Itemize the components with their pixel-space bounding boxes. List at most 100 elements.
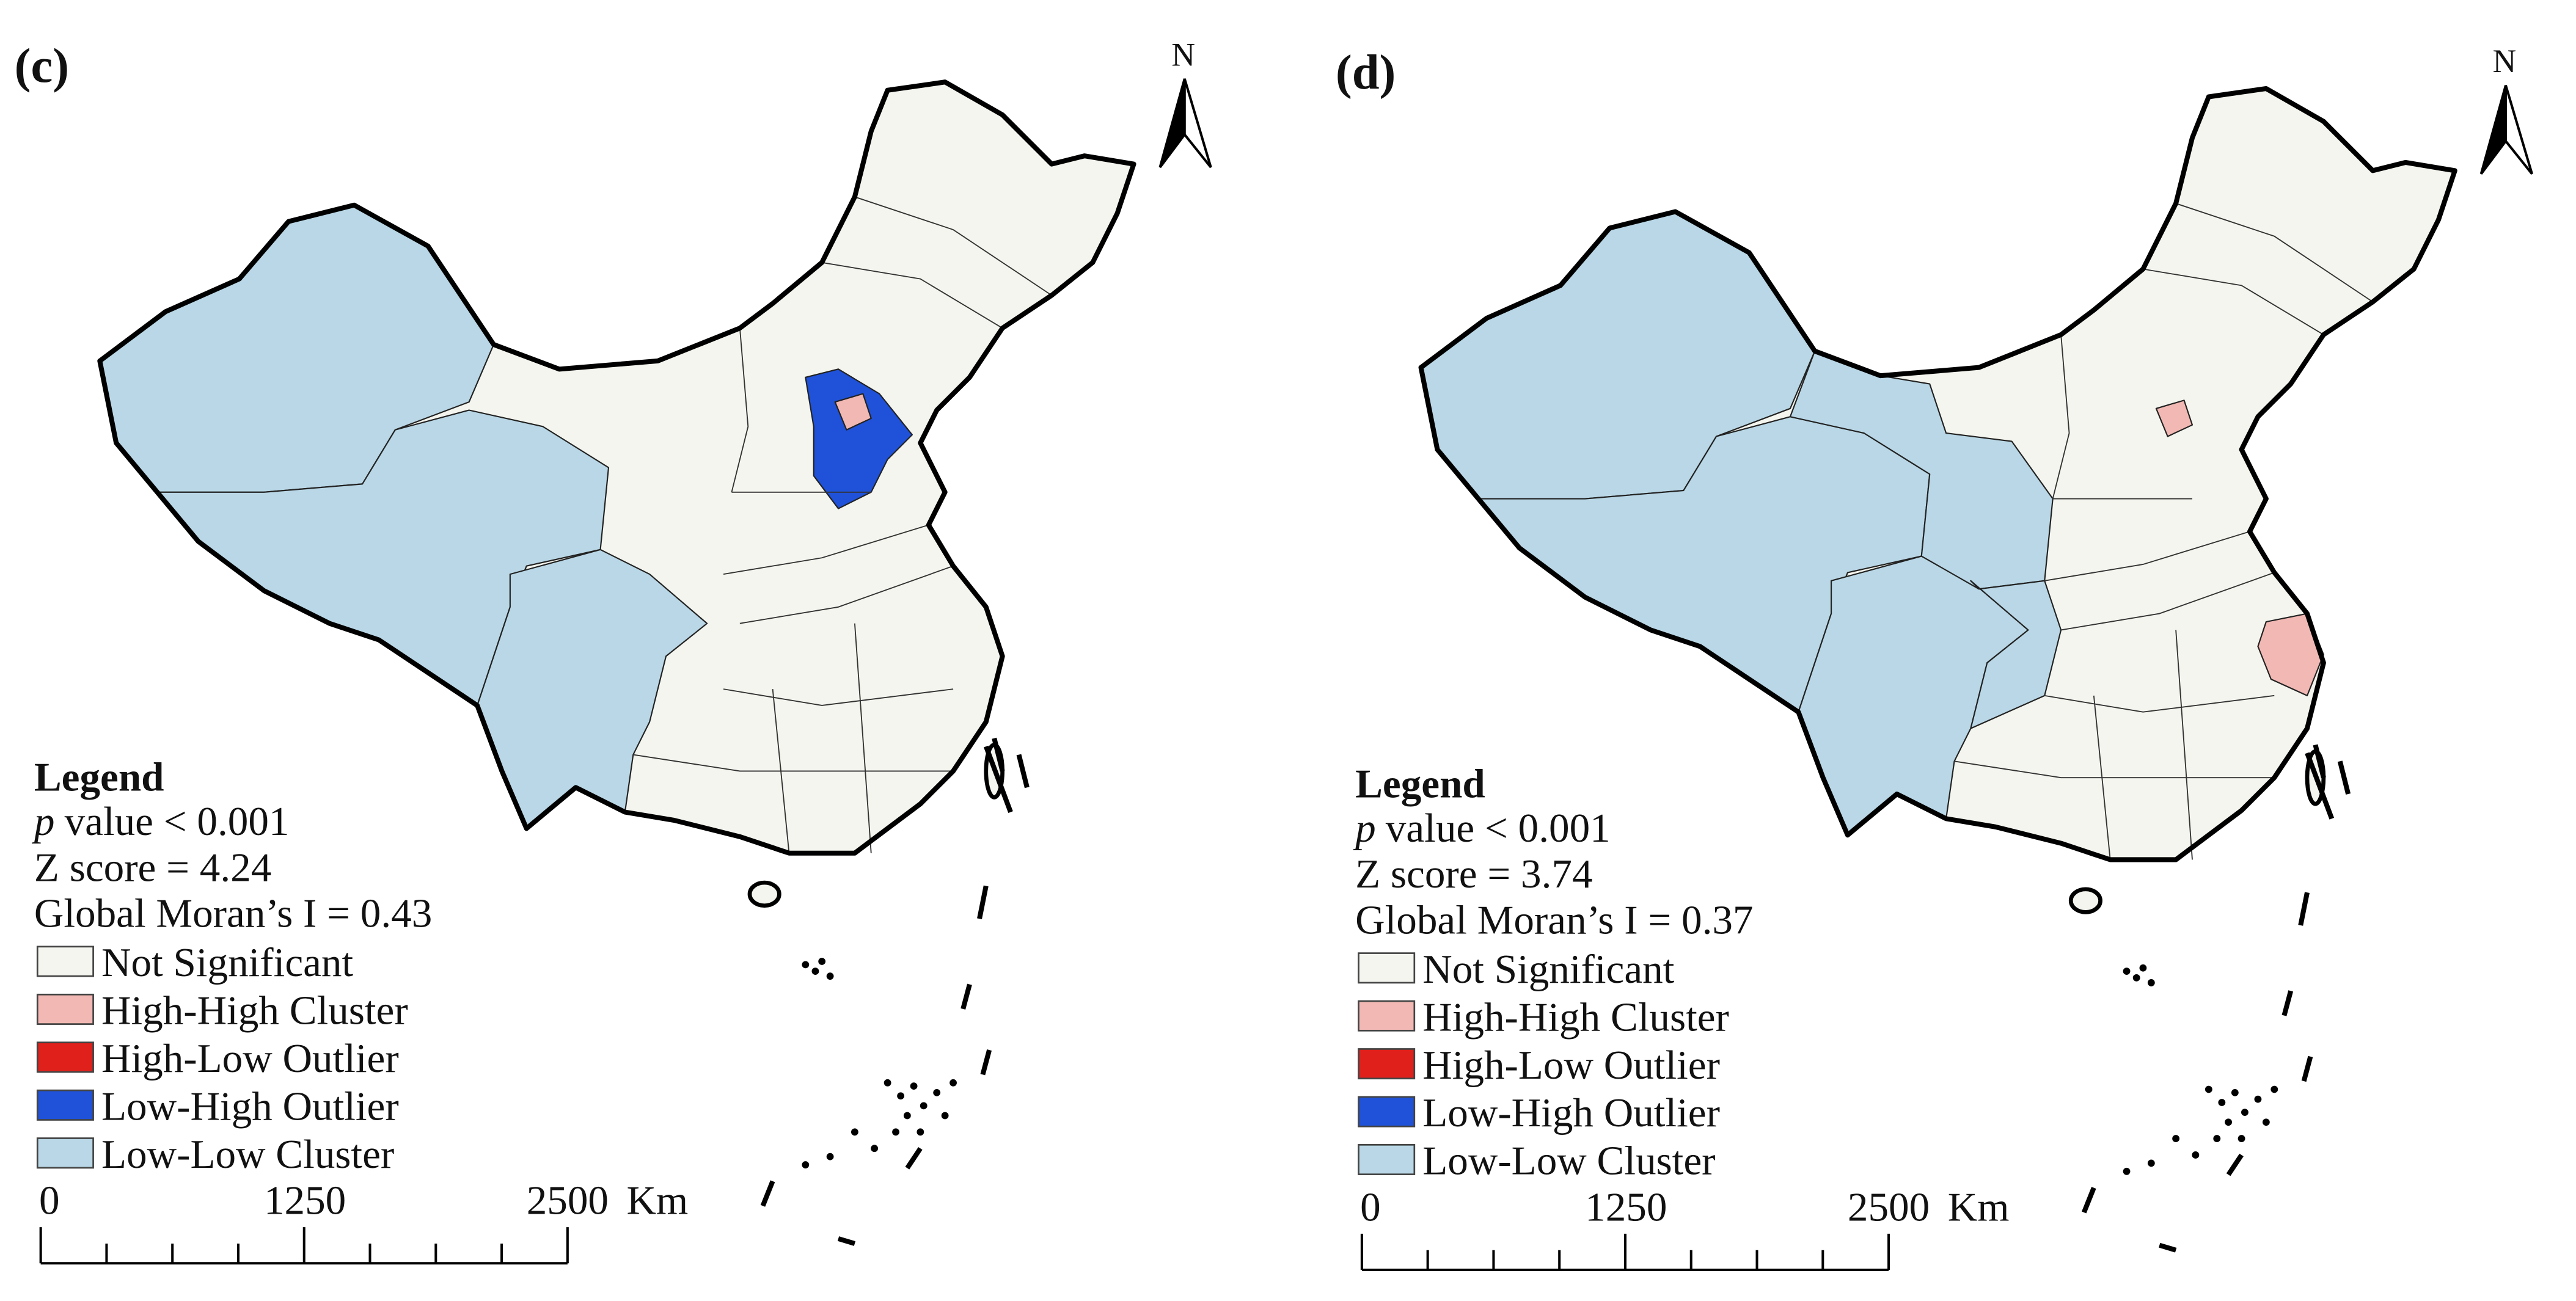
boundary-dash	[2159, 1242, 2177, 1253]
islet	[2241, 1109, 2249, 1117]
province-border	[723, 688, 954, 706]
coastline	[97, 79, 1136, 856]
legend-label: Low-Low Cluster	[101, 1131, 394, 1177]
north-label: N	[1171, 36, 1195, 73]
province-border	[2044, 694, 2275, 713]
scale-label: 2500	[527, 1178, 609, 1223]
boundary-dash	[760, 1180, 775, 1207]
legend-title: Legend	[1355, 760, 1485, 806]
islet	[2192, 1151, 2200, 1159]
province-border	[2052, 334, 2070, 499]
boundary-dash	[837, 1236, 856, 1246]
islet	[897, 1092, 905, 1100]
islet	[2231, 1088, 2239, 1096]
p-value: p value < 0.001	[32, 798, 290, 844]
north-arrow	[1158, 78, 1186, 169]
province-border	[2060, 572, 2275, 631]
scale-label: 1250	[1585, 1184, 1667, 1230]
legend-swatch	[1358, 1143, 1416, 1175]
morans-i: Global Moran’s I = 0.43	[34, 891, 432, 936]
islet	[2123, 968, 2131, 975]
islet	[2147, 979, 2155, 986]
province-border	[731, 328, 749, 493]
province-border	[822, 261, 1003, 329]
province-border	[772, 689, 790, 853]
province-border	[723, 524, 929, 575]
scale-label: 0	[39, 1178, 60, 1223]
boundary-dash	[1016, 754, 1030, 789]
islet	[903, 1112, 911, 1120]
legend-swatch	[1358, 1000, 1416, 1032]
islet	[2139, 964, 2147, 972]
north-label: N	[2493, 43, 2517, 79]
islet	[950, 1079, 957, 1087]
islet	[802, 961, 810, 969]
z-score: Z score = 4.24	[34, 844, 271, 890]
islet	[871, 1145, 879, 1153]
legend-swatch	[36, 1041, 94, 1073]
boundary-dash	[984, 745, 1013, 813]
boundary-dash	[992, 737, 1005, 772]
islet	[811, 968, 819, 975]
z-score: Z score = 3.74	[1355, 851, 1592, 897]
morans-i: Global Moran’s I = 0.37	[1355, 897, 1753, 942]
islet	[2213, 1135, 2221, 1142]
legend-label: Not Significant	[1422, 946, 1674, 992]
p-text: value < 0.001	[65, 798, 290, 844]
islet	[2262, 1118, 2270, 1126]
province-border	[2175, 203, 2373, 303]
boundary-dash	[2301, 1055, 2313, 1082]
islet	[2218, 1099, 2226, 1106]
islet	[941, 1112, 949, 1120]
islet	[2205, 1085, 2212, 1093]
panel-label: (c)	[15, 38, 69, 93]
island	[747, 880, 781, 908]
legend-swatch	[1358, 1096, 1416, 1128]
legend-label: Low-Low Cluster	[1422, 1138, 1715, 1184]
legend-swatch	[36, 993, 94, 1025]
island	[2068, 887, 2102, 914]
islet	[2238, 1135, 2245, 1142]
islet	[818, 958, 826, 965]
islet	[2172, 1135, 2180, 1142]
islet	[910, 1082, 918, 1090]
p-symbol: p	[32, 798, 55, 844]
scale-label: 0	[1360, 1184, 1381, 1230]
islet	[2225, 1118, 2232, 1126]
province-hebei	[805, 368, 913, 509]
legend-label: High-Low Outlier	[101, 1035, 399, 1081]
boundary-dash	[2313, 744, 2326, 779]
p-text: value < 0.001	[1386, 805, 1611, 851]
scale-label: 2500	[1848, 1184, 1930, 1230]
boundary-dash	[980, 1049, 992, 1076]
boundary-dash	[2226, 1153, 2244, 1176]
province-beijing	[2155, 399, 2194, 437]
islet	[851, 1128, 858, 1136]
legend-label: High-High Cluster	[1422, 994, 1729, 1040]
panel-label: (d)	[1336, 45, 1396, 100]
p-symbol: p	[1353, 805, 1376, 851]
islet	[826, 1153, 834, 1161]
legend-label: High-High Cluster	[101, 988, 408, 1033]
legend-swatch	[1358, 952, 1416, 984]
legend-swatch	[36, 1089, 94, 1121]
legend-swatch	[36, 1137, 94, 1169]
province-border	[854, 623, 872, 853]
islet	[2147, 1159, 2155, 1167]
scale-label: 1250	[264, 1178, 346, 1223]
islet	[917, 1128, 924, 1136]
boundary-dash	[977, 885, 989, 919]
islet	[892, 1128, 899, 1136]
scale-unit: Km	[627, 1178, 689, 1223]
boundary-dash	[2337, 760, 2351, 795]
legend-swatch	[1358, 1048, 1416, 1080]
province-border	[2044, 531, 2250, 581]
legend-title: Legend	[34, 754, 164, 800]
province-border	[2175, 630, 2193, 860]
boundary-dash	[2298, 892, 2310, 926]
legend-label: Low-High Outlier	[101, 1083, 399, 1129]
boundary-dash	[2305, 752, 2335, 820]
